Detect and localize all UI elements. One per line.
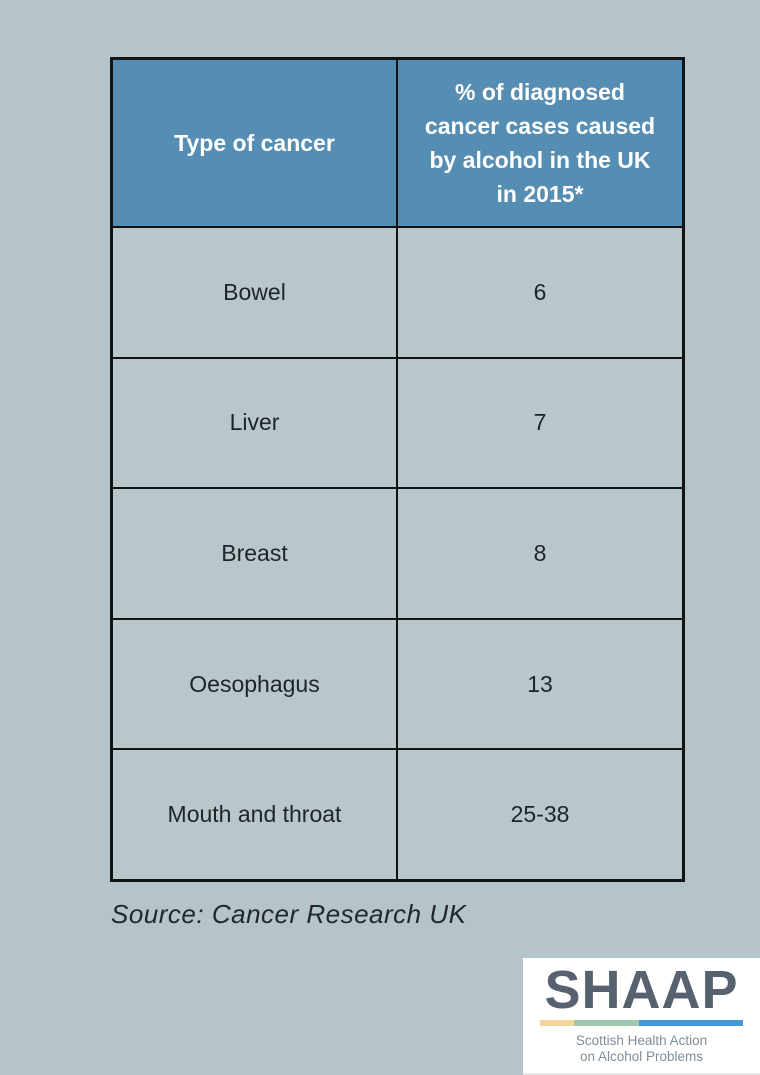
source-attribution: Source: Cancer Research UK: [111, 899, 467, 929]
shaap-logo-wordmark: SHAAP: [544, 960, 739, 1020]
tagline-line-2: on Alcohol Problems: [579, 1049, 704, 1064]
percent-cell: 25-38: [396, 750, 682, 879]
cancer-type-cell: Liver: [229, 409, 280, 436]
logo-bar-green-segment: [574, 1020, 640, 1026]
cancer-type-cell: Breast: [221, 539, 288, 566]
logo-bar-blue-segment: [639, 1020, 744, 1026]
header-type-of-cancer: Type of cancer: [174, 130, 335, 156]
percent-cell: 6: [396, 228, 682, 357]
table-row: Liver 7: [113, 356, 682, 488]
cancer-type-cell: Mouth and throat: [167, 801, 342, 828]
cancer-alcohol-table: Type of cancer % of diagnosed cancer cas…: [110, 57, 685, 882]
logo-bar-orange-segment: [539, 1020, 575, 1026]
percent-cell: 8: [396, 489, 682, 618]
percent-cell: 13: [396, 619, 682, 749]
cancer-type-cell: Oesophagus: [189, 670, 320, 697]
tagline-line-1: Scottish Health Action: [575, 1033, 708, 1048]
cancer-type-cell: Bowel: [223, 278, 286, 305]
table-row: Bowel 6: [113, 226, 682, 357]
percent-cell: 7: [396, 358, 682, 488]
table-row: Mouth and throat 25-38: [113, 748, 682, 879]
table-row: Oesophagus 13: [113, 617, 682, 749]
table-header-row: Type of cancer % of diagnosed cancer cas…: [113, 60, 682, 226]
shaap-logo-tagline: Scottish Health Action on Alcohol Proble…: [576, 1033, 707, 1065]
table-row: Breast 8: [113, 487, 682, 618]
header-percent-cases: % of diagnosed cancer cases caused by al…: [396, 60, 682, 226]
shaap-logo: SHAAP Scottish Health Action on Alcohol …: [523, 958, 760, 1075]
shaap-logo-color-bar: [539, 1020, 744, 1026]
